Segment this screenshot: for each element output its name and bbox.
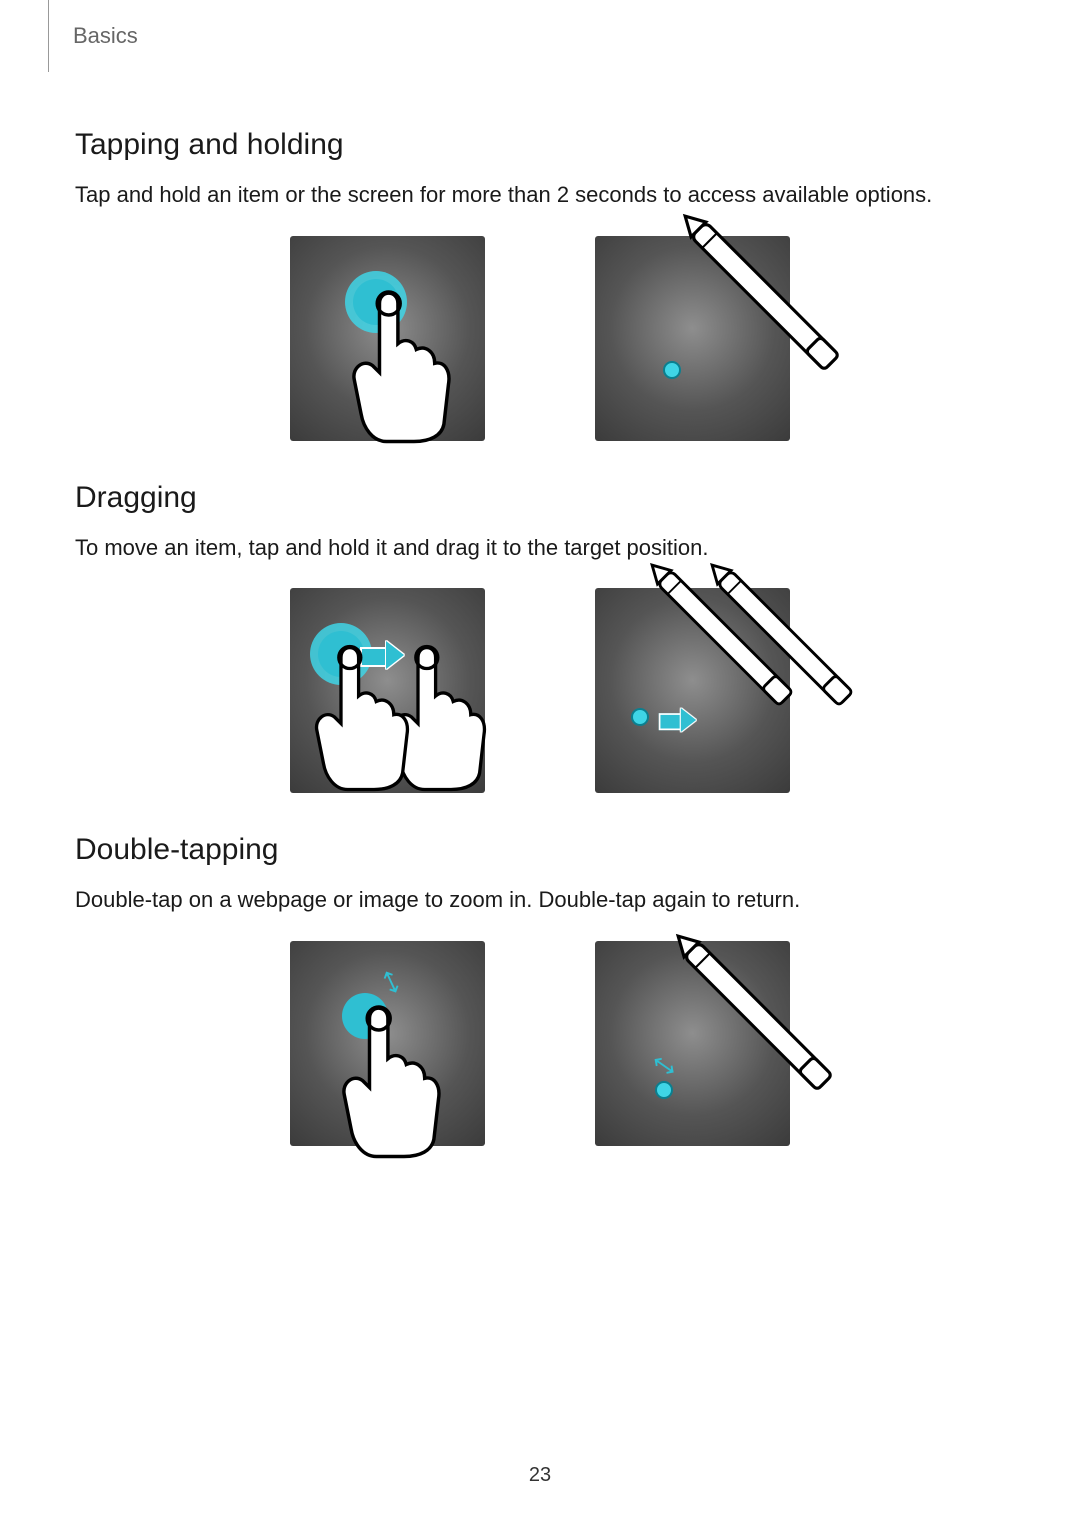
finger-icon bbox=[345, 276, 460, 446]
stylus-icon bbox=[643, 901, 873, 1131]
stylus-icon bbox=[650, 181, 880, 411]
illustration-finger-tap-hold bbox=[290, 236, 485, 441]
illustration-pen-drag bbox=[595, 588, 790, 793]
stylus-icon bbox=[620, 533, 830, 743]
illustration-row-tap-hold bbox=[75, 236, 1005, 441]
illustration-finger-drag bbox=[290, 588, 485, 793]
manual-page: Basics Tapping and holding Tap and hold … bbox=[0, 0, 1080, 1527]
header-bar: Basics bbox=[48, 0, 138, 72]
page-content: Tapping and holding Tap and hold an item… bbox=[75, 40, 1005, 1146]
finger-icon bbox=[308, 630, 418, 795]
illustration-row-double-tap: ⤡ ⤡ bbox=[75, 941, 1005, 1146]
illustration-row-dragging bbox=[75, 588, 1005, 793]
illustration-pen-tap-hold bbox=[595, 236, 790, 441]
section-title-double-tap: Double-tapping bbox=[75, 833, 1005, 867]
section-title-dragging: Dragging bbox=[75, 481, 1005, 515]
illustration-pen-double-tap: ⤡ bbox=[595, 941, 790, 1146]
finger-icon bbox=[335, 991, 450, 1161]
illustration-finger-double-tap: ⤡ bbox=[290, 941, 485, 1146]
section-title-tap-hold: Tapping and holding bbox=[75, 128, 1005, 162]
header-label: Basics bbox=[73, 23, 138, 49]
page-number: 23 bbox=[0, 1464, 1080, 1487]
